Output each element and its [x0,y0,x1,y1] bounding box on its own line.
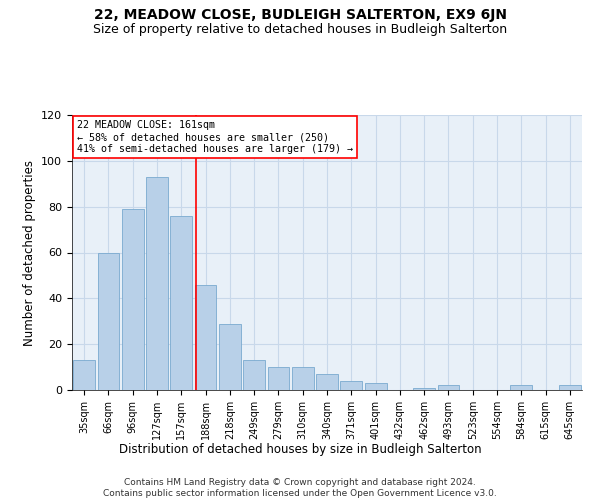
Bar [122,209,143,390]
Bar [511,386,532,390]
Bar [316,374,338,390]
Bar [73,360,95,390]
Text: 22 MEADOW CLOSE: 161sqm
← 58% of detached houses are smaller (250)
41% of semi-d: 22 MEADOW CLOSE: 161sqm ← 58% of detache… [77,120,353,154]
Bar [243,360,265,390]
Bar [170,216,192,390]
Bar [340,381,362,390]
Bar [219,324,241,390]
Bar [413,388,435,390]
Bar [146,177,168,390]
Bar [292,367,314,390]
Bar [559,386,581,390]
Text: Size of property relative to detached houses in Budleigh Salterton: Size of property relative to detached ho… [93,22,507,36]
Bar [97,252,119,390]
Bar [268,367,289,390]
Text: Contains HM Land Registry data © Crown copyright and database right 2024.
Contai: Contains HM Land Registry data © Crown c… [103,478,497,498]
Bar [194,284,217,390]
Text: 22, MEADOW CLOSE, BUDLEIGH SALTERTON, EX9 6JN: 22, MEADOW CLOSE, BUDLEIGH SALTERTON, EX… [94,8,506,22]
Bar [437,386,460,390]
Y-axis label: Number of detached properties: Number of detached properties [23,160,35,346]
Bar [365,383,386,390]
Text: Distribution of detached houses by size in Budleigh Salterton: Distribution of detached houses by size … [119,442,481,456]
